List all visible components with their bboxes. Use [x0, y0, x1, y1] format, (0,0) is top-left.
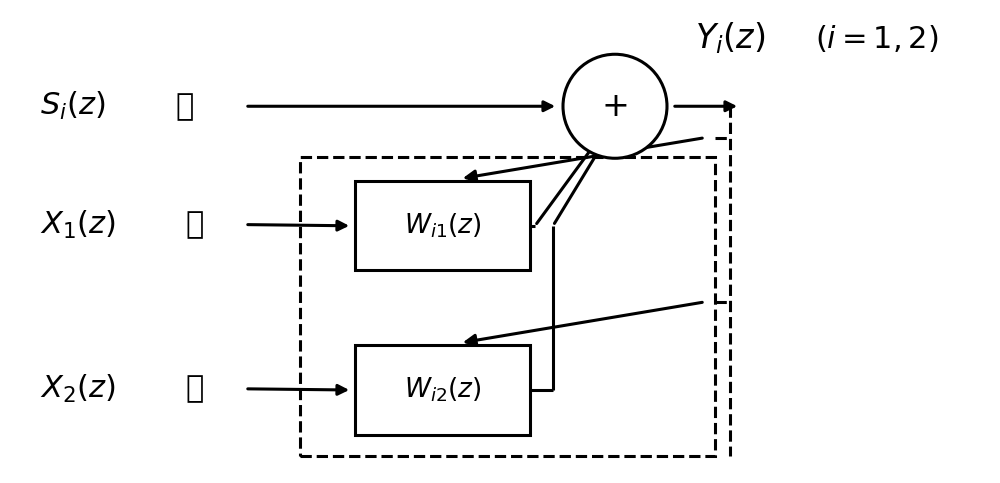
Text: $Y_i(z)$: $Y_i(z)$ — [695, 21, 766, 57]
Bar — [355, 181, 530, 270]
Text: $W_{i1}(z)$: $W_{i1}(z)$ — [404, 212, 481, 240]
Text: $(i=1,2)$: $(i=1,2)$ — [815, 23, 939, 54]
Text: 🔊: 🔊 — [186, 210, 204, 239]
Ellipse shape — [563, 54, 667, 158]
Bar — [355, 345, 530, 435]
Text: 🔊: 🔊 — [186, 374, 204, 403]
Text: $X_1(z)$: $X_1(z)$ — [40, 209, 116, 241]
Text: $S_i(z)$: $S_i(z)$ — [40, 90, 105, 122]
Text: 🎤: 🎤 — [176, 92, 194, 121]
Bar — [300, 157, 715, 456]
Text: +: + — [601, 90, 629, 123]
Text: $X_2(z)$: $X_2(z)$ — [40, 373, 116, 405]
Text: $W_{i2}(z)$: $W_{i2}(z)$ — [404, 376, 481, 404]
